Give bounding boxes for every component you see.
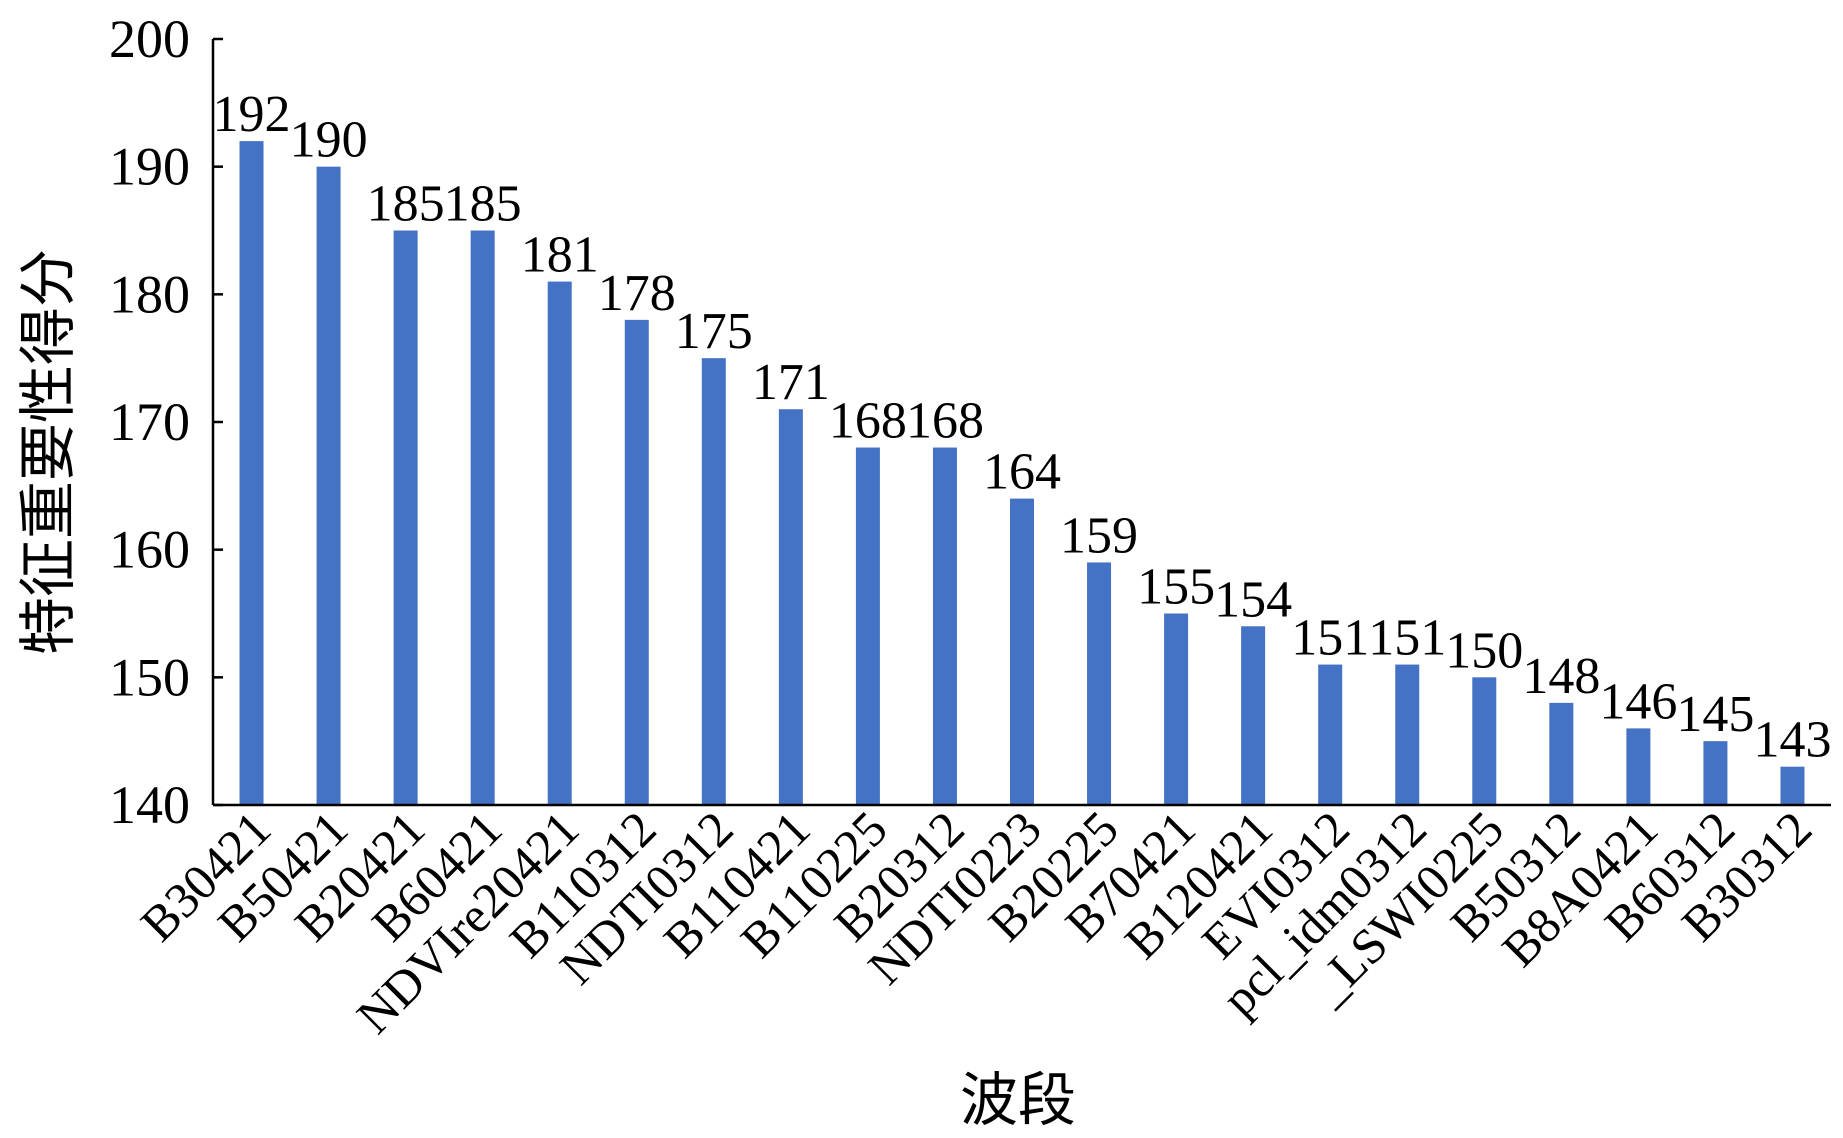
bar [624, 319, 649, 805]
bar [932, 447, 957, 805]
data-label: 190 [290, 112, 368, 169]
bar [1626, 728, 1651, 805]
data-label: 151 [1291, 610, 1369, 667]
bar [1703, 741, 1728, 805]
bar [778, 409, 803, 805]
y-tick-label: 200 [109, 9, 190, 69]
bar [239, 141, 264, 806]
data-label: 145 [1676, 686, 1754, 743]
y-axis-title: 特征重要性得分 [16, 249, 81, 655]
y-tick-label: 180 [109, 264, 190, 324]
bar [1010, 498, 1034, 805]
data-label: 185 [444, 176, 522, 233]
bar [547, 281, 572, 806]
data-label: 168 [906, 393, 984, 450]
bar [1164, 613, 1189, 805]
data-label: 164 [983, 444, 1061, 501]
data-label: 151 [1368, 610, 1446, 667]
x-tick-labels: B30421B50421B20421B60421NDVIre20421B1103… [130, 800, 1823, 1044]
data-label: 143 [1753, 712, 1831, 769]
x-axis-title: 波段 [960, 1068, 1076, 1133]
data-label: 155 [1137, 559, 1215, 616]
bar [1395, 664, 1420, 805]
data-label: 171 [752, 354, 830, 411]
data-label: 150 [1445, 622, 1523, 679]
data-label: 146 [1599, 673, 1677, 730]
data-label: 148 [1522, 648, 1600, 705]
bar [1318, 664, 1343, 805]
x-axis: B30421B50421B20421B60421NDVIre20421B1103… [130, 800, 1831, 1044]
bars [239, 141, 1805, 806]
bar [701, 358, 726, 805]
bar [316, 166, 341, 805]
bar [1472, 677, 1497, 805]
y-ticks: 140 150 160 170 180 190 200 [109, 9, 223, 835]
y-tick-label: 140 [109, 775, 190, 835]
bar [855, 447, 880, 805]
bar [470, 230, 495, 805]
data-label: 168 [829, 393, 907, 450]
data-label: 192 [213, 86, 291, 143]
data-label: 154 [1214, 571, 1292, 628]
y-tick-label: 150 [109, 647, 190, 707]
y-axis: 140 150 160 170 180 190 200 [109, 9, 223, 835]
y-tick-label: 190 [109, 137, 190, 197]
data-label: 178 [598, 265, 676, 322]
y-tick-label: 170 [109, 392, 190, 452]
y-tick-label: 160 [109, 520, 190, 580]
data-label: 181 [521, 227, 599, 284]
data-label: 175 [675, 303, 753, 360]
bar [393, 230, 418, 805]
bar [1241, 626, 1266, 805]
bar [1087, 562, 1112, 805]
data-label: 185 [367, 176, 445, 233]
bar [1549, 702, 1574, 805]
data-label: 159 [1060, 507, 1138, 564]
bar [1780, 766, 1805, 805]
